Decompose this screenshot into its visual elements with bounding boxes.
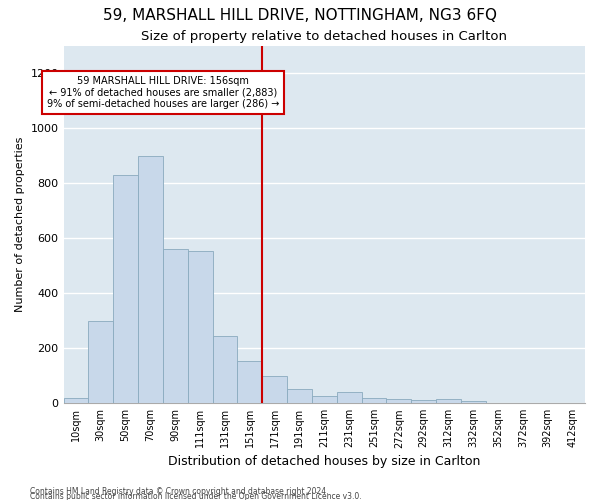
Text: 59 MARSHALL HILL DRIVE: 156sqm
← 91% of detached houses are smaller (2,883)
9% o: 59 MARSHALL HILL DRIVE: 156sqm ← 91% of … bbox=[47, 76, 279, 109]
Title: Size of property relative to detached houses in Carlton: Size of property relative to detached ho… bbox=[141, 30, 507, 43]
Bar bbox=[262, 376, 287, 403]
Text: 59, MARSHALL HILL DRIVE, NOTTINGHAM, NG3 6FQ: 59, MARSHALL HILL DRIVE, NOTTINGHAM, NG3… bbox=[103, 8, 497, 22]
Bar bbox=[436, 399, 461, 403]
Bar bbox=[411, 400, 436, 403]
Bar bbox=[163, 249, 188, 403]
Bar bbox=[337, 392, 362, 403]
Text: Contains public sector information licensed under the Open Government Licence v3: Contains public sector information licen… bbox=[30, 492, 362, 500]
Bar bbox=[88, 320, 113, 403]
Bar bbox=[386, 399, 411, 403]
Bar bbox=[212, 336, 238, 403]
Bar bbox=[188, 250, 212, 403]
Y-axis label: Number of detached properties: Number of detached properties bbox=[15, 136, 25, 312]
Bar bbox=[287, 390, 312, 403]
Bar bbox=[312, 396, 337, 403]
Bar bbox=[138, 156, 163, 403]
Bar bbox=[362, 398, 386, 403]
Bar bbox=[461, 401, 485, 403]
X-axis label: Distribution of detached houses by size in Carlton: Distribution of detached houses by size … bbox=[168, 454, 481, 468]
Bar bbox=[113, 175, 138, 403]
Text: Contains HM Land Registry data © Crown copyright and database right 2024.: Contains HM Land Registry data © Crown c… bbox=[30, 486, 329, 496]
Bar bbox=[64, 398, 88, 403]
Bar bbox=[238, 360, 262, 403]
